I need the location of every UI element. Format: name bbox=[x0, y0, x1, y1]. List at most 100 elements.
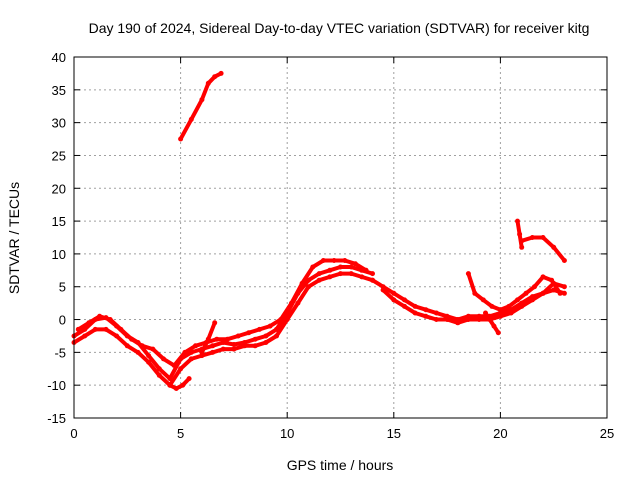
data-point bbox=[455, 320, 461, 326]
data-point bbox=[433, 317, 439, 322]
data-point bbox=[75, 326, 81, 332]
y-axis-label: SDTVAR / TECUs bbox=[6, 182, 22, 294]
data-point bbox=[103, 326, 109, 332]
data-point bbox=[214, 336, 220, 342]
data-point bbox=[246, 330, 252, 336]
data-point bbox=[257, 326, 262, 332]
data-point bbox=[97, 313, 103, 319]
data-point bbox=[114, 333, 120, 339]
y-tick-label: -5 bbox=[54, 345, 66, 360]
data-point bbox=[212, 320, 218, 326]
data-point bbox=[150, 346, 156, 352]
data-point bbox=[306, 284, 311, 290]
data-point bbox=[433, 310, 439, 316]
y-tick-label: 40 bbox=[52, 50, 66, 65]
data-point bbox=[561, 290, 567, 296]
x-tick-label: 25 bbox=[600, 426, 614, 441]
data-point bbox=[263, 333, 269, 339]
data-point bbox=[476, 317, 482, 322]
data-point bbox=[252, 343, 258, 349]
grid-lines bbox=[74, 57, 607, 418]
data-point bbox=[135, 349, 141, 355]
data-point bbox=[289, 300, 294, 306]
series-trace-3 bbox=[76, 258, 369, 368]
data-point bbox=[231, 346, 237, 352]
data-point bbox=[316, 277, 322, 283]
data-point bbox=[540, 235, 546, 240]
data-point bbox=[331, 258, 337, 263]
y-tick-label: -10 bbox=[47, 378, 66, 393]
data-point bbox=[320, 258, 326, 263]
series-trace-1 bbox=[72, 265, 375, 381]
data-point bbox=[348, 264, 354, 270]
y-tick-label: 0 bbox=[59, 313, 66, 328]
x-tick-label: 15 bbox=[387, 426, 401, 441]
data-point bbox=[487, 317, 493, 322]
data-point bbox=[178, 366, 184, 372]
data-point bbox=[472, 290, 478, 296]
data-point bbox=[549, 277, 555, 283]
data-point bbox=[497, 313, 503, 319]
data-point bbox=[167, 382, 173, 388]
data-point bbox=[278, 317, 284, 322]
data-point bbox=[380, 287, 386, 293]
y-tick-label: 25 bbox=[52, 148, 66, 163]
data-point bbox=[161, 356, 166, 362]
data-point bbox=[402, 303, 407, 309]
data-point bbox=[205, 80, 211, 86]
data-point bbox=[529, 297, 535, 303]
data-point bbox=[412, 303, 418, 309]
y-tick-label: -15 bbox=[47, 411, 66, 426]
data-point bbox=[465, 317, 471, 322]
data-point bbox=[491, 323, 497, 329]
data-point bbox=[517, 231, 523, 237]
data-point bbox=[342, 258, 348, 263]
data-point bbox=[423, 313, 429, 319]
data-point bbox=[540, 290, 546, 296]
data-point bbox=[118, 326, 124, 332]
data-point bbox=[188, 356, 194, 362]
data-point bbox=[299, 280, 305, 286]
data-point bbox=[274, 333, 279, 339]
data-point bbox=[188, 116, 194, 122]
data-point bbox=[551, 244, 557, 250]
y-tick-label: 10 bbox=[52, 247, 66, 262]
data-point bbox=[489, 303, 495, 309]
data-point bbox=[370, 271, 375, 277]
data-point bbox=[338, 271, 343, 277]
data-point bbox=[242, 343, 248, 349]
data-point bbox=[146, 359, 152, 365]
x-tick-label: 20 bbox=[493, 426, 507, 441]
data-points bbox=[71, 70, 567, 391]
data-point bbox=[178, 136, 184, 142]
series-trace-8 bbox=[178, 71, 224, 141]
data-point bbox=[465, 271, 471, 277]
data-point bbox=[107, 317, 113, 322]
data-point bbox=[519, 238, 525, 244]
data-point bbox=[82, 333, 88, 339]
data-point bbox=[92, 326, 98, 332]
data-point bbox=[508, 310, 514, 316]
data-point bbox=[284, 317, 290, 322]
data-point bbox=[444, 317, 450, 322]
data-point bbox=[480, 297, 486, 303]
data-point bbox=[532, 284, 537, 290]
data-point bbox=[193, 343, 198, 349]
data-point bbox=[561, 284, 567, 290]
data-point bbox=[199, 97, 205, 103]
y-tick-label: 5 bbox=[59, 280, 66, 295]
data-point bbox=[156, 366, 162, 372]
data-point bbox=[519, 303, 525, 309]
data-point bbox=[186, 376, 192, 382]
data-point bbox=[235, 333, 241, 339]
series-trace-10 bbox=[519, 235, 567, 263]
chart-title: Day 190 of 2024, Sidereal Day-to-day VTE… bbox=[89, 20, 590, 36]
data-point bbox=[225, 336, 230, 342]
data-point bbox=[370, 277, 375, 283]
axis-ticks: 0 5 10 15 20 25 -15 -10 -5 0 5 10 15 20 25 30 35 40 bbox=[47, 50, 614, 441]
data-point bbox=[391, 297, 397, 303]
data-point bbox=[497, 307, 503, 313]
data-point bbox=[338, 264, 343, 270]
data-point bbox=[263, 340, 269, 345]
